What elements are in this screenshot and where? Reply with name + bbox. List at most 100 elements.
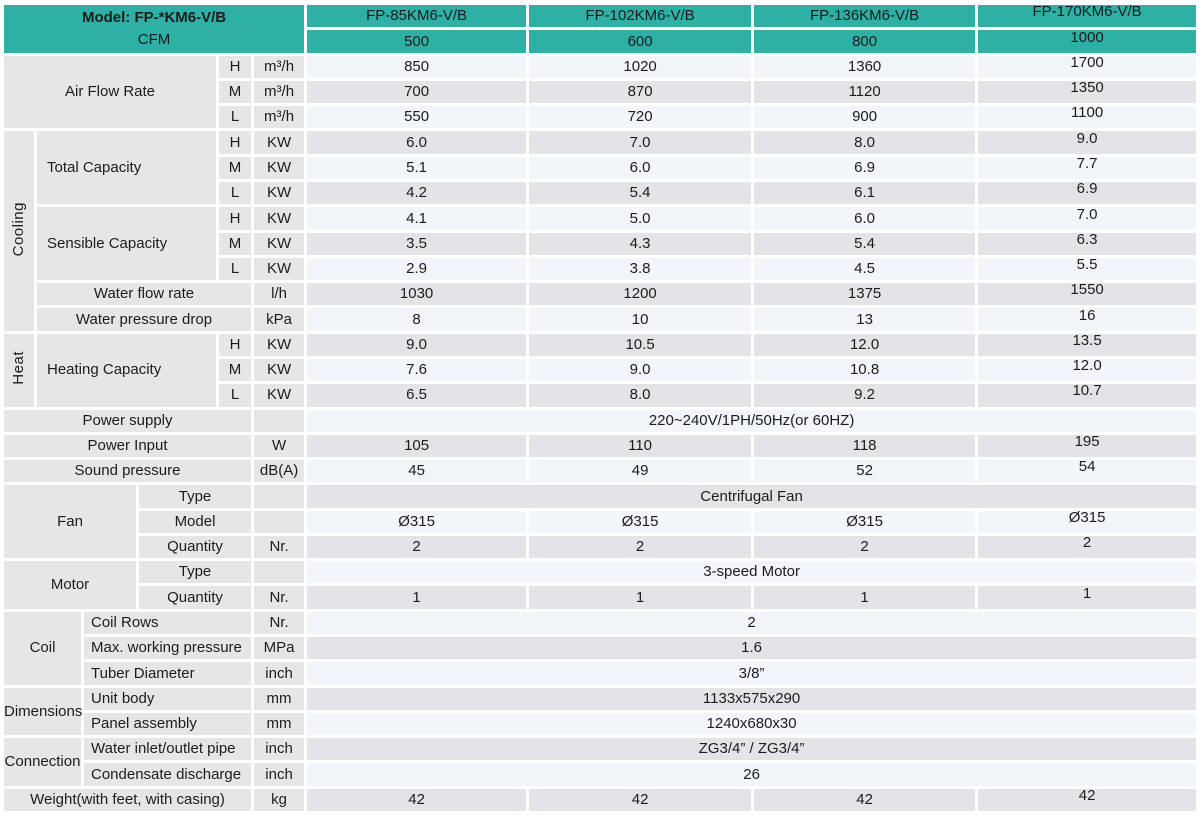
value-cell: 5.4 (526, 178, 755, 208)
value-cell: 4.5 (751, 254, 979, 284)
value-cell: 10 (526, 305, 755, 334)
value-cell: 720 (526, 103, 755, 132)
value-cell: Ø315 (304, 507, 530, 536)
unit-label: inch (250, 760, 308, 789)
unit-label: KW (250, 128, 308, 157)
value-cell: 8.0 (751, 128, 979, 157)
value-cell: 6.0 (526, 153, 755, 182)
value-cell: 42 (526, 785, 755, 815)
value-cell: 550 (304, 103, 530, 132)
value-cell: 9.2 (751, 381, 979, 410)
unit-label: KW (250, 355, 308, 385)
value-cell: 6.9 (751, 153, 979, 182)
table-row: Coil Coil Rows Nr. 2 (1, 608, 1200, 688)
value-cell: 12.0 (751, 330, 979, 359)
value-cell: 52 (751, 457, 979, 486)
speed-label: H (216, 128, 254, 157)
table-row: Fan Type Centrifugal Fan (1, 482, 1200, 562)
unit-label: dB(A) (250, 457, 308, 486)
table-row: M KW 7.6 9.0 10.8 12.0 (3, 355, 1200, 385)
value-cell: 3.8 (526, 254, 755, 284)
table-row: L KW 2.9 3.8 4.5 5.5 (3, 254, 1200, 284)
value-cell: 195 (975, 431, 1200, 461)
speed-label: M (216, 153, 254, 182)
table-row: Quantity Nr. 2 2 2 2 (3, 532, 1200, 562)
value-cell: 1.6 (304, 634, 1200, 663)
table-row: Water flow rate l/h 1030 1200 1375 1550 (3, 280, 1200, 309)
cfm-title: CFM (137, 30, 171, 48)
value-cell: 6.5 (304, 381, 530, 410)
unit-label: KW (250, 229, 308, 258)
value-cell: 13 (751, 305, 979, 334)
value-cell: 7.6 (304, 355, 530, 385)
row-label-motor-type: Type (136, 558, 254, 587)
speed-label: M (216, 229, 254, 258)
row-label-sensible-capacity: Sensible Capacity (34, 204, 219, 284)
value-cell: 1 (751, 583, 979, 612)
value-cell: 118 (751, 431, 979, 461)
value-cell: 1 (304, 583, 530, 612)
table-row: M KW 3.5 4.3 5.4 6.3 (3, 229, 1200, 258)
value-cell: Ø315 (751, 507, 979, 536)
table-row: Air Flow Rate H m³/h 850 1020 1360 1700 (1, 52, 1200, 132)
value-cell: 1700 (975, 52, 1200, 81)
row-label-coil-rows: Coil Rows (81, 608, 254, 638)
value-cell: 1 (975, 583, 1200, 612)
table-row: Model Ø315 Ø315 Ø315 Ø315 (3, 507, 1200, 536)
row-label-water-flow-rate: Water flow rate (34, 280, 254, 309)
table-row: M KW 5.1 6.0 6.9 7.7 (3, 153, 1200, 182)
row-label-power-supply: Power supply (1, 406, 254, 435)
speed-label: L (216, 103, 254, 132)
unit-label: mm (250, 684, 308, 713)
value-cell: Ø315 (526, 507, 755, 536)
row-label-motor-quantity: Quantity (136, 583, 254, 612)
row-label-max-working-pressure: Max. working pressure (81, 634, 254, 663)
unit-label: KW (250, 254, 308, 284)
row-label-water-pipe: Water inlet/outlet pipe (81, 735, 254, 764)
value-cell: 1020 (526, 52, 755, 81)
table-row: Model: FP-*KM6-V/B CFM FP-85KM6-V/B FP-1… (0, 1, 1200, 56)
value-cell: 5.1 (304, 153, 530, 182)
value-cell: 700 (304, 77, 530, 107)
table-row: Power supply 220~240V/1PH/50Hz(or 60HZ) (1, 406, 1200, 435)
value-cell: 7.0 (975, 204, 1200, 233)
value-cell: 900 (751, 103, 979, 132)
value-cell: 54 (975, 457, 1200, 486)
unit-label: KW (250, 178, 308, 208)
value-cell: 42 (751, 785, 979, 815)
value-cell: 5.5 (975, 254, 1200, 284)
unit-label: m³/h (250, 103, 308, 132)
value-cell: 6.1 (751, 178, 979, 208)
table-row: Tuber Diameter inch 3/8” (3, 659, 1200, 688)
value-cell: 1550 (975, 280, 1200, 309)
value-cell: 3.5 (304, 229, 530, 258)
row-label-fan-quantity: Quantity (136, 532, 254, 562)
value-cell: 4.1 (304, 204, 530, 233)
unit-label: inch (250, 735, 308, 764)
unit-label (250, 406, 308, 435)
row-label-water-pressure-drop: Water pressure drop (34, 305, 254, 334)
value-cell: 2.9 (304, 254, 530, 284)
table-row: Motor Type 3-speed Motor (1, 558, 1200, 612)
value-cell: 5.4 (751, 229, 979, 258)
value-cell: Ø315 (975, 507, 1200, 536)
column-header: FP-102KM6-V/B (526, 1, 755, 31)
unit-label: m³/h (250, 52, 308, 81)
unit-label: Nr. (250, 608, 308, 638)
value-cell: 9.0 (304, 330, 530, 359)
value-cell: 1350 (975, 77, 1200, 107)
value-cell: 6.3 (975, 229, 1200, 258)
cfm-value: 800 (751, 27, 979, 56)
column-header: FP-136KM6-V/B (751, 1, 979, 31)
model-title-cell: Model: FP-*KM6-V/B CFM (0, 2, 308, 56)
unit-label: W (250, 431, 308, 461)
cfm-value: 600 (526, 27, 755, 56)
table-row: Sensible Capacity H KW 4.1 5.0 6.0 7.0 (3, 204, 1200, 284)
value-cell: 8 (304, 305, 530, 334)
value-cell: 5.0 (526, 204, 755, 233)
value-cell: 1375 (751, 280, 979, 309)
unit-label: l/h (250, 280, 308, 309)
value-cell: 26 (304, 760, 1200, 789)
value-cell: 870 (526, 77, 755, 107)
column-header: FP-170KM6-V/B (975, 1, 1200, 31)
